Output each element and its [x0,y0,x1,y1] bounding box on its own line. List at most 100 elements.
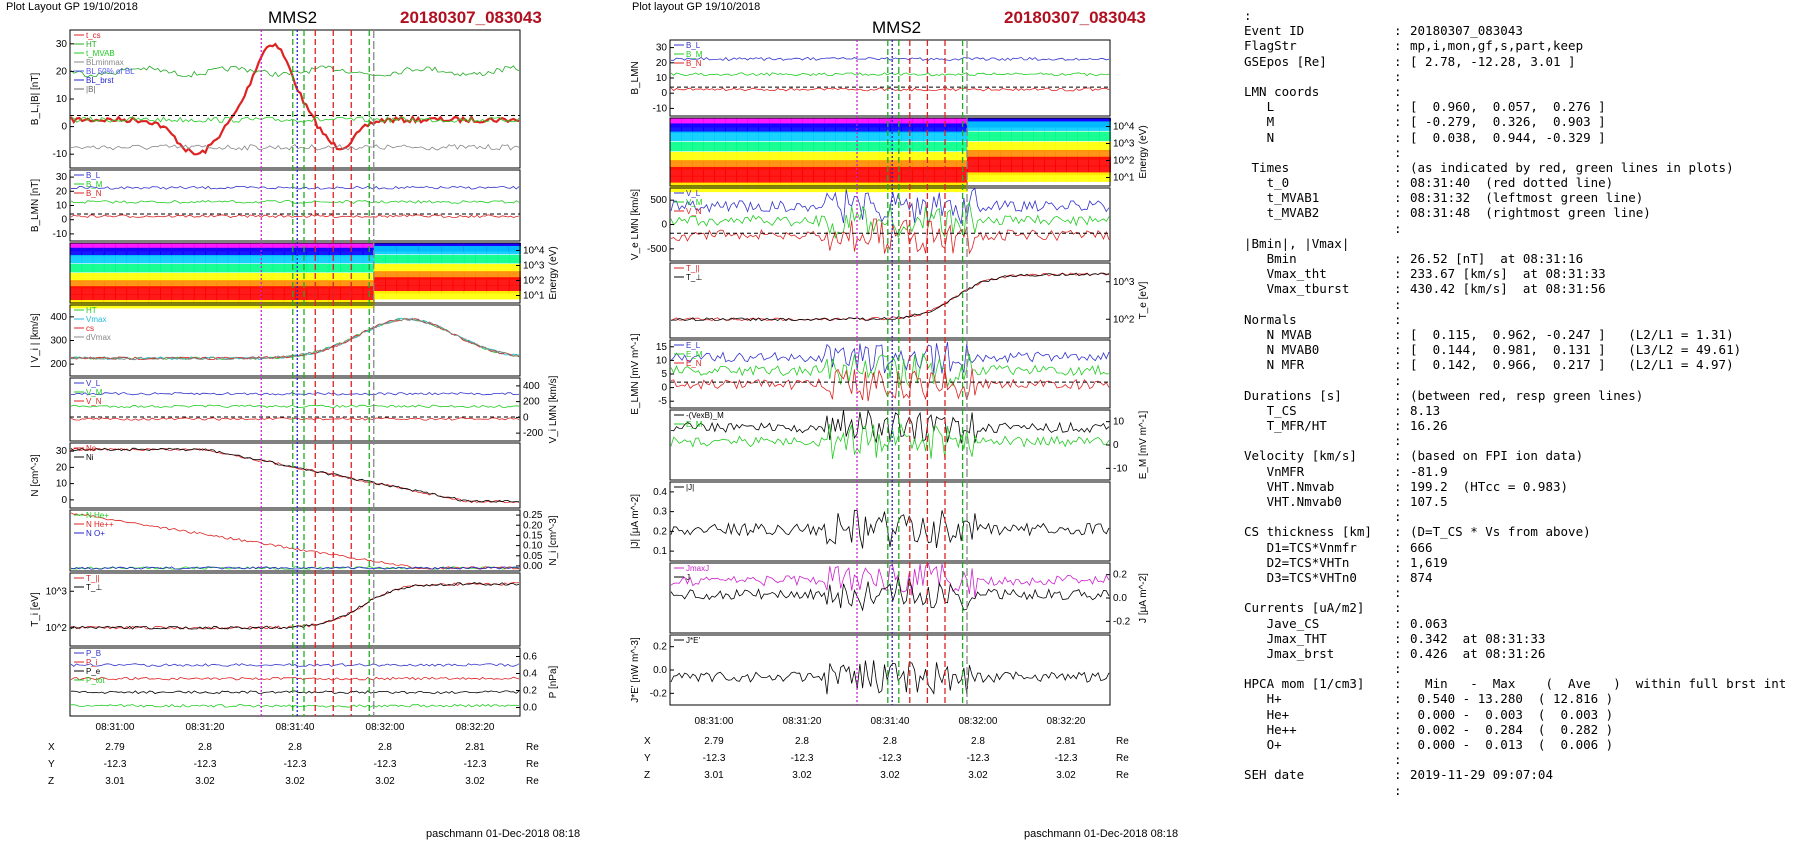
spectrogram-cell [802,166,814,177]
summary-row: L: [ 0.960, 0.057, 0.276 ] [1244,99,1786,114]
summary-row: : [1244,585,1786,600]
spectrogram-cell [846,160,858,170]
summary-colon: : [1394,782,1402,798]
y-axis-label-right: P [nPa] [548,665,559,698]
spectrogram-cell [736,141,748,152]
spectrogram-cell [340,273,353,282]
spectrogram-cell [912,182,924,193]
position-value: 2.8 [971,736,985,747]
spectrogram-cell [769,123,781,133]
panel-frame [669,262,1111,339]
spectrogram-cell [890,152,902,162]
spectrogram-cell [813,152,825,162]
spectrogram-cell [317,273,330,282]
right-title: MMS2 [872,18,922,37]
tick-label: 200 [50,359,67,370]
spectrogram-cell [1044,149,1056,160]
position-value: -12.3 [374,759,397,770]
legend-label: B_M [86,180,103,189]
spectrogram-cell [70,273,83,282]
spectrogram-cell [373,271,386,280]
spectrogram-cell [463,255,476,264]
summary-colon: : [1394,433,1402,449]
spectrogram-cell [306,264,319,273]
spectrogram-cell [780,152,792,162]
summary-key: VHT.Nmvab [1244,478,1335,494]
spectrogram-cell [923,118,935,128]
spectrogram-cell [802,175,814,186]
position-value: 3.02 [285,776,305,787]
spectrogram-cell [1000,121,1012,131]
summary-value: 0.342 at 08:31:33 [1410,630,1546,646]
spectrogram-cell [791,152,803,162]
spectrogram-cell [879,166,891,177]
spectrogram-cell [1077,149,1089,160]
summary-colon: : [1394,296,1402,312]
spectrogram-cell [227,264,240,273]
y-axis-label: E_LMN [mV m^-1] [630,333,641,415]
spectrogram-cell [747,152,759,162]
series-line [70,582,520,630]
spectrogram-cell [92,294,105,303]
spectrogram-cell [317,247,330,257]
spectrogram-cell [681,160,693,170]
spectrogram-cell [238,280,251,289]
spectrogram-cell [92,280,105,289]
summary-colon: : [1394,311,1402,327]
spectrogram-cell [1066,141,1078,152]
spectrogram-cell [193,243,206,252]
series-line [670,218,1110,255]
summary-row: : [1244,509,1786,524]
spectrogram-cell [1022,149,1034,160]
spectrogram-cell [945,118,957,128]
spectrogram-cell [272,300,285,309]
summary-colon: : [1394,478,1402,494]
spectrogram-cell [261,247,274,257]
spectrogram-cell [126,286,139,295]
y-axis-label-right: Energy (eV) [1138,125,1149,178]
spectrogram-cell [92,300,105,309]
spectrogram-cell [923,175,935,186]
summary-colon: : [1394,569,1402,585]
spectrogram-cell [340,247,353,257]
spectrogram-cell [703,131,715,142]
legend-label: J [686,573,690,582]
spectrogram-cell [846,118,858,128]
spectrogram-cell [328,255,341,264]
legend-label: t_cs [86,31,101,40]
spectrogram-cell [148,280,161,289]
summary-row: N MFR: [ 0.142, 0.966, 0.217 ] (L2/L1 = 4… [1244,357,1786,372]
spectrogram-cell [441,277,454,286]
spectrogram-cell [216,286,229,295]
spectrogram-cell [780,118,792,128]
summary-row: GSEpos [Re]: [ 2.78, -12.28, 3.01 ] [1244,54,1786,69]
spectrogram-cell [945,123,957,133]
spectrogram-cell [923,160,935,170]
spectrogram-cell [250,294,263,303]
spectrogram-cell [879,123,891,133]
spectrogram-cell [396,255,409,264]
spectrogram-cell [351,294,364,303]
summary-row: O+: 0.000 - 0.013 ( 0.006 ) [1244,737,1786,752]
spectrogram-cell [182,286,195,295]
summary-key: Normals [1244,311,1297,327]
spectrogram-cell [879,141,891,152]
tick-label: 0.10 [523,541,543,552]
spectrogram-cell [126,264,139,273]
tick-label: 0.6 [523,652,537,663]
spectrogram-cell [373,246,386,255]
spectrogram-cell [857,118,869,128]
tick-label: 0 [1113,440,1119,451]
spectrogram-cell [486,277,499,286]
spectrogram-cell [835,166,847,177]
spectrogram-cell [1000,149,1012,160]
summary-colon: : [1394,661,1402,677]
right-header: Plot layout GP 19/10/2018 [632,1,761,13]
spectrogram-cell [261,255,274,264]
spectrogram-cell [912,118,924,128]
summary-key: He++ [1244,721,1297,737]
spectrogram-cell [769,141,781,152]
summary-row: D3=TCS*VHTn0:874 [1244,570,1786,585]
